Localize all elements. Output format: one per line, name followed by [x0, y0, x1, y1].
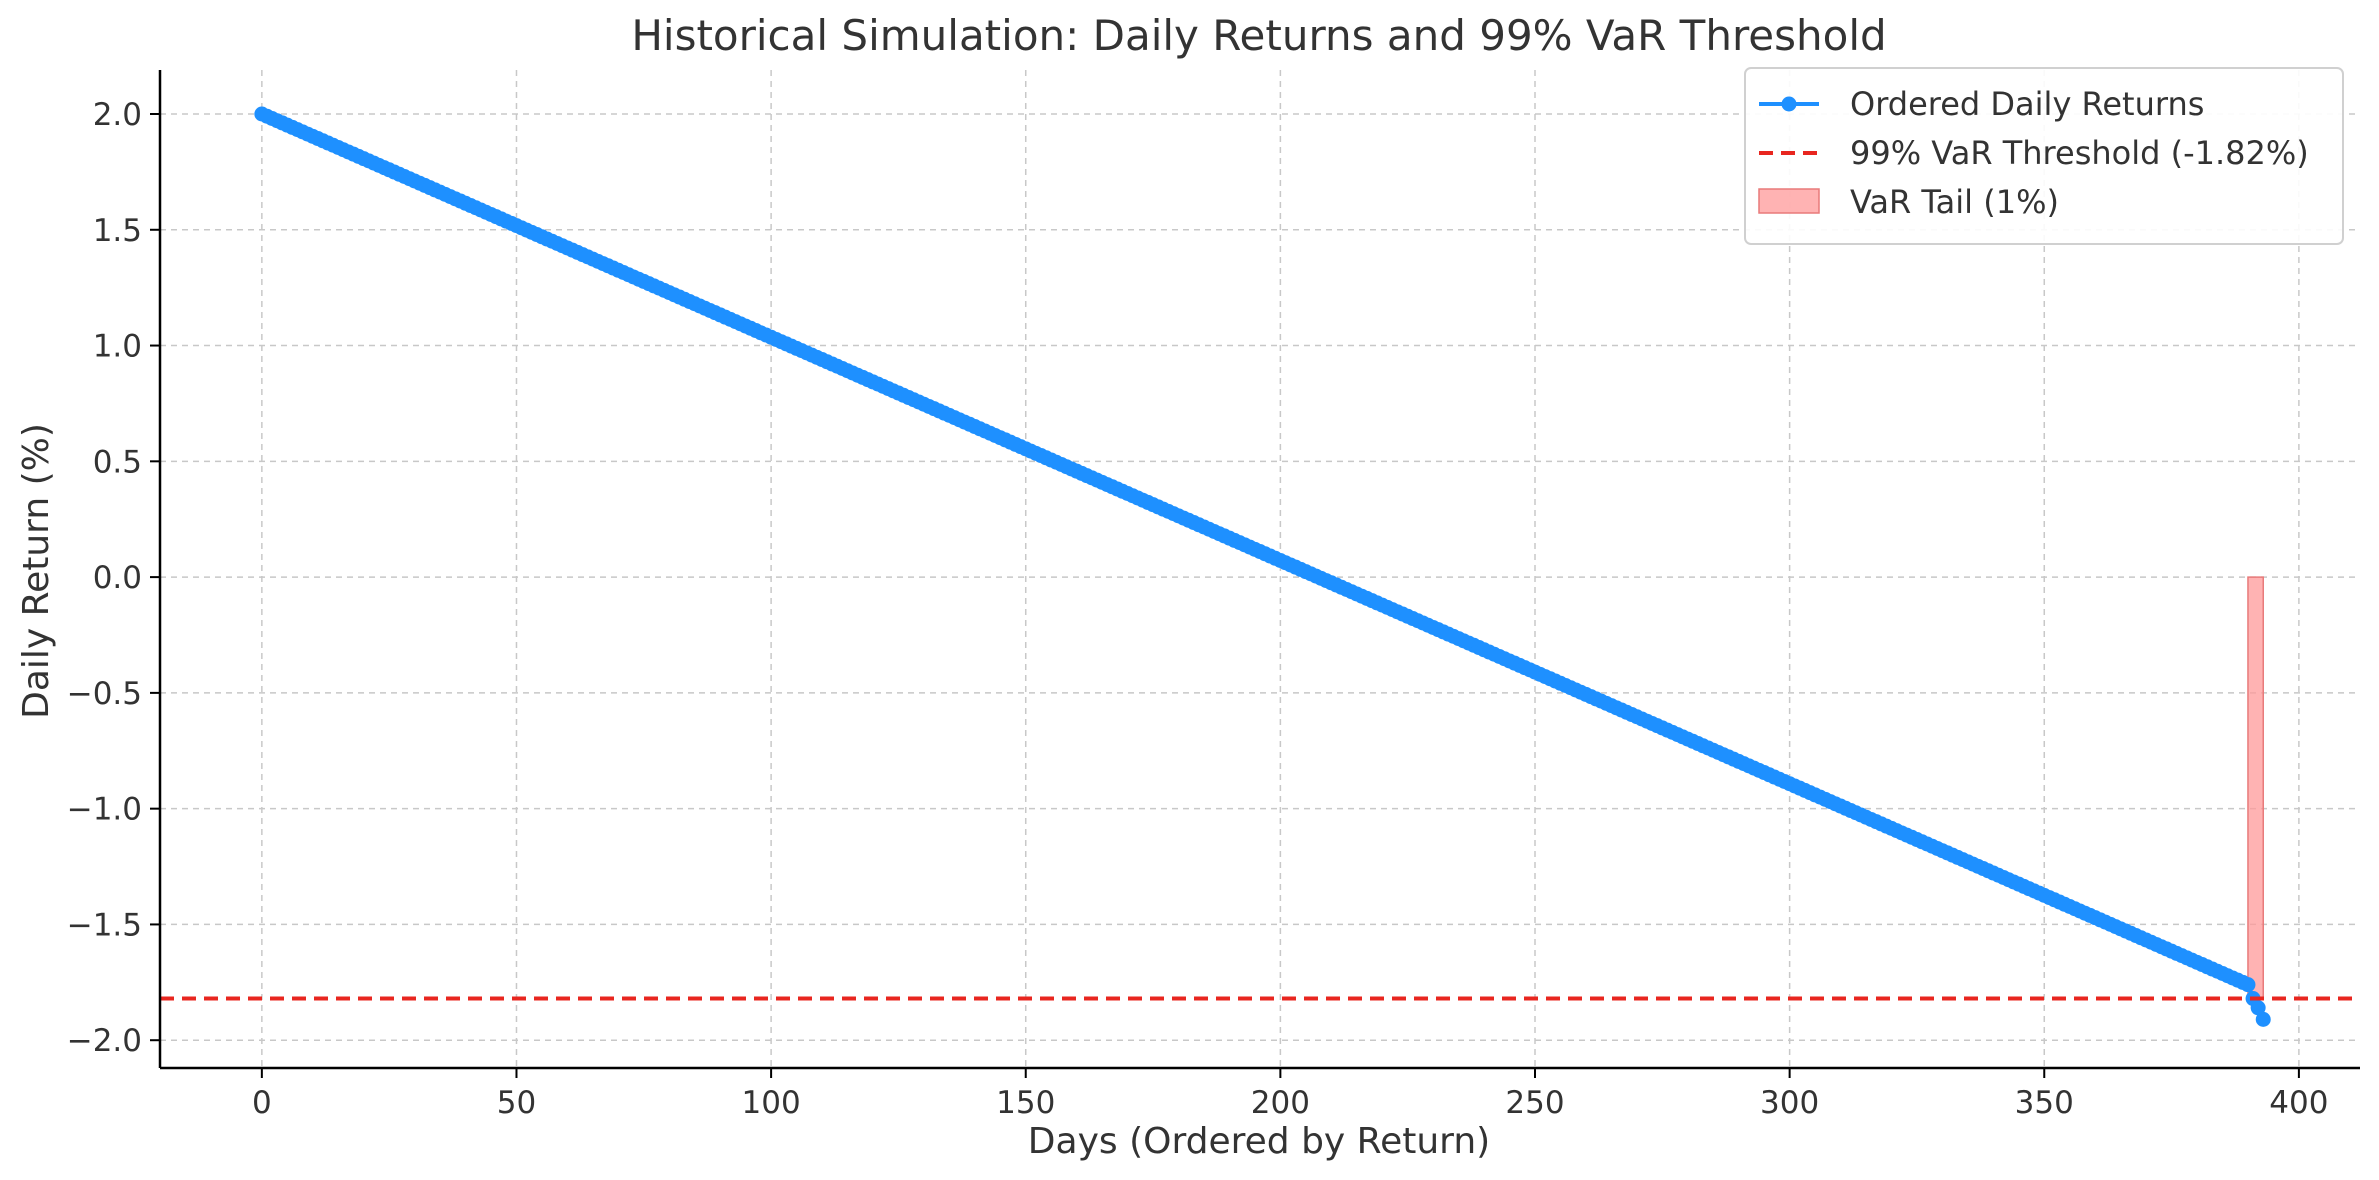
- var-tail-fill: [2247, 576, 2264, 1000]
- x-axis-label: Days (Ordered by Return): [1028, 1121, 1490, 1162]
- y-tick-label: −0.5: [67, 676, 142, 712]
- x-tick-label: 100: [742, 1085, 801, 1121]
- returns-markers: [254, 106, 2271, 1027]
- axis-ticks: 0 50 100 150 200 250 300 350 400 2.0 1.5 1.0 0.5 0.0 −…: [67, 97, 2329, 1121]
- y-tick-label: 0.0: [93, 560, 142, 596]
- y-axis-label: Daily Return (%): [16, 423, 57, 719]
- y-tick-label: 2.0: [93, 97, 142, 133]
- legend-fill-swatch: [1758, 188, 1820, 214]
- legend-box: [1744, 67, 2344, 245]
- x-tick-label: 400: [2269, 1085, 2328, 1121]
- axes-spines: [158, 70, 2360, 1070]
- y-tick-label: 1.0: [93, 329, 142, 365]
- legend-entry-label: 99% VaR Threshold (-1.82%): [1850, 134, 2309, 172]
- x-tick-label: 250: [1505, 1085, 1564, 1121]
- legend-marker-swatch: [1781, 96, 1797, 112]
- x-tick-label: 150: [996, 1085, 1055, 1121]
- y-tick-label: −2.0: [67, 1023, 142, 1059]
- x-tick-label: 50: [497, 1085, 536, 1121]
- y-tick-label: 0.5: [93, 444, 142, 480]
- returns-point: [2255, 1011, 2271, 1027]
- returns-point: [2250, 1000, 2266, 1016]
- chart-title: Historical Simulation: Daily Returns and…: [631, 11, 1886, 60]
- legend-entry-label: Ordered Daily Returns: [1850, 85, 2204, 123]
- y-tick-label: −1.0: [67, 792, 142, 828]
- y-tick-label: −1.5: [67, 907, 142, 943]
- plot-data: [160, 106, 2360, 1027]
- legend: Ordered Daily Returns 99% VaR Threshold (…: [1744, 67, 2344, 245]
- x-tick-label: 350: [2015, 1085, 2074, 1121]
- legend-entry-label: VaR Tail (1%): [1850, 183, 2059, 221]
- x-tick-label: 0: [252, 1085, 272, 1121]
- returns-point: [2240, 977, 2256, 993]
- x-tick-label: 200: [1251, 1085, 1310, 1121]
- x-tick-label: 300: [1760, 1085, 1819, 1121]
- y-tick-label: 1.5: [93, 213, 142, 249]
